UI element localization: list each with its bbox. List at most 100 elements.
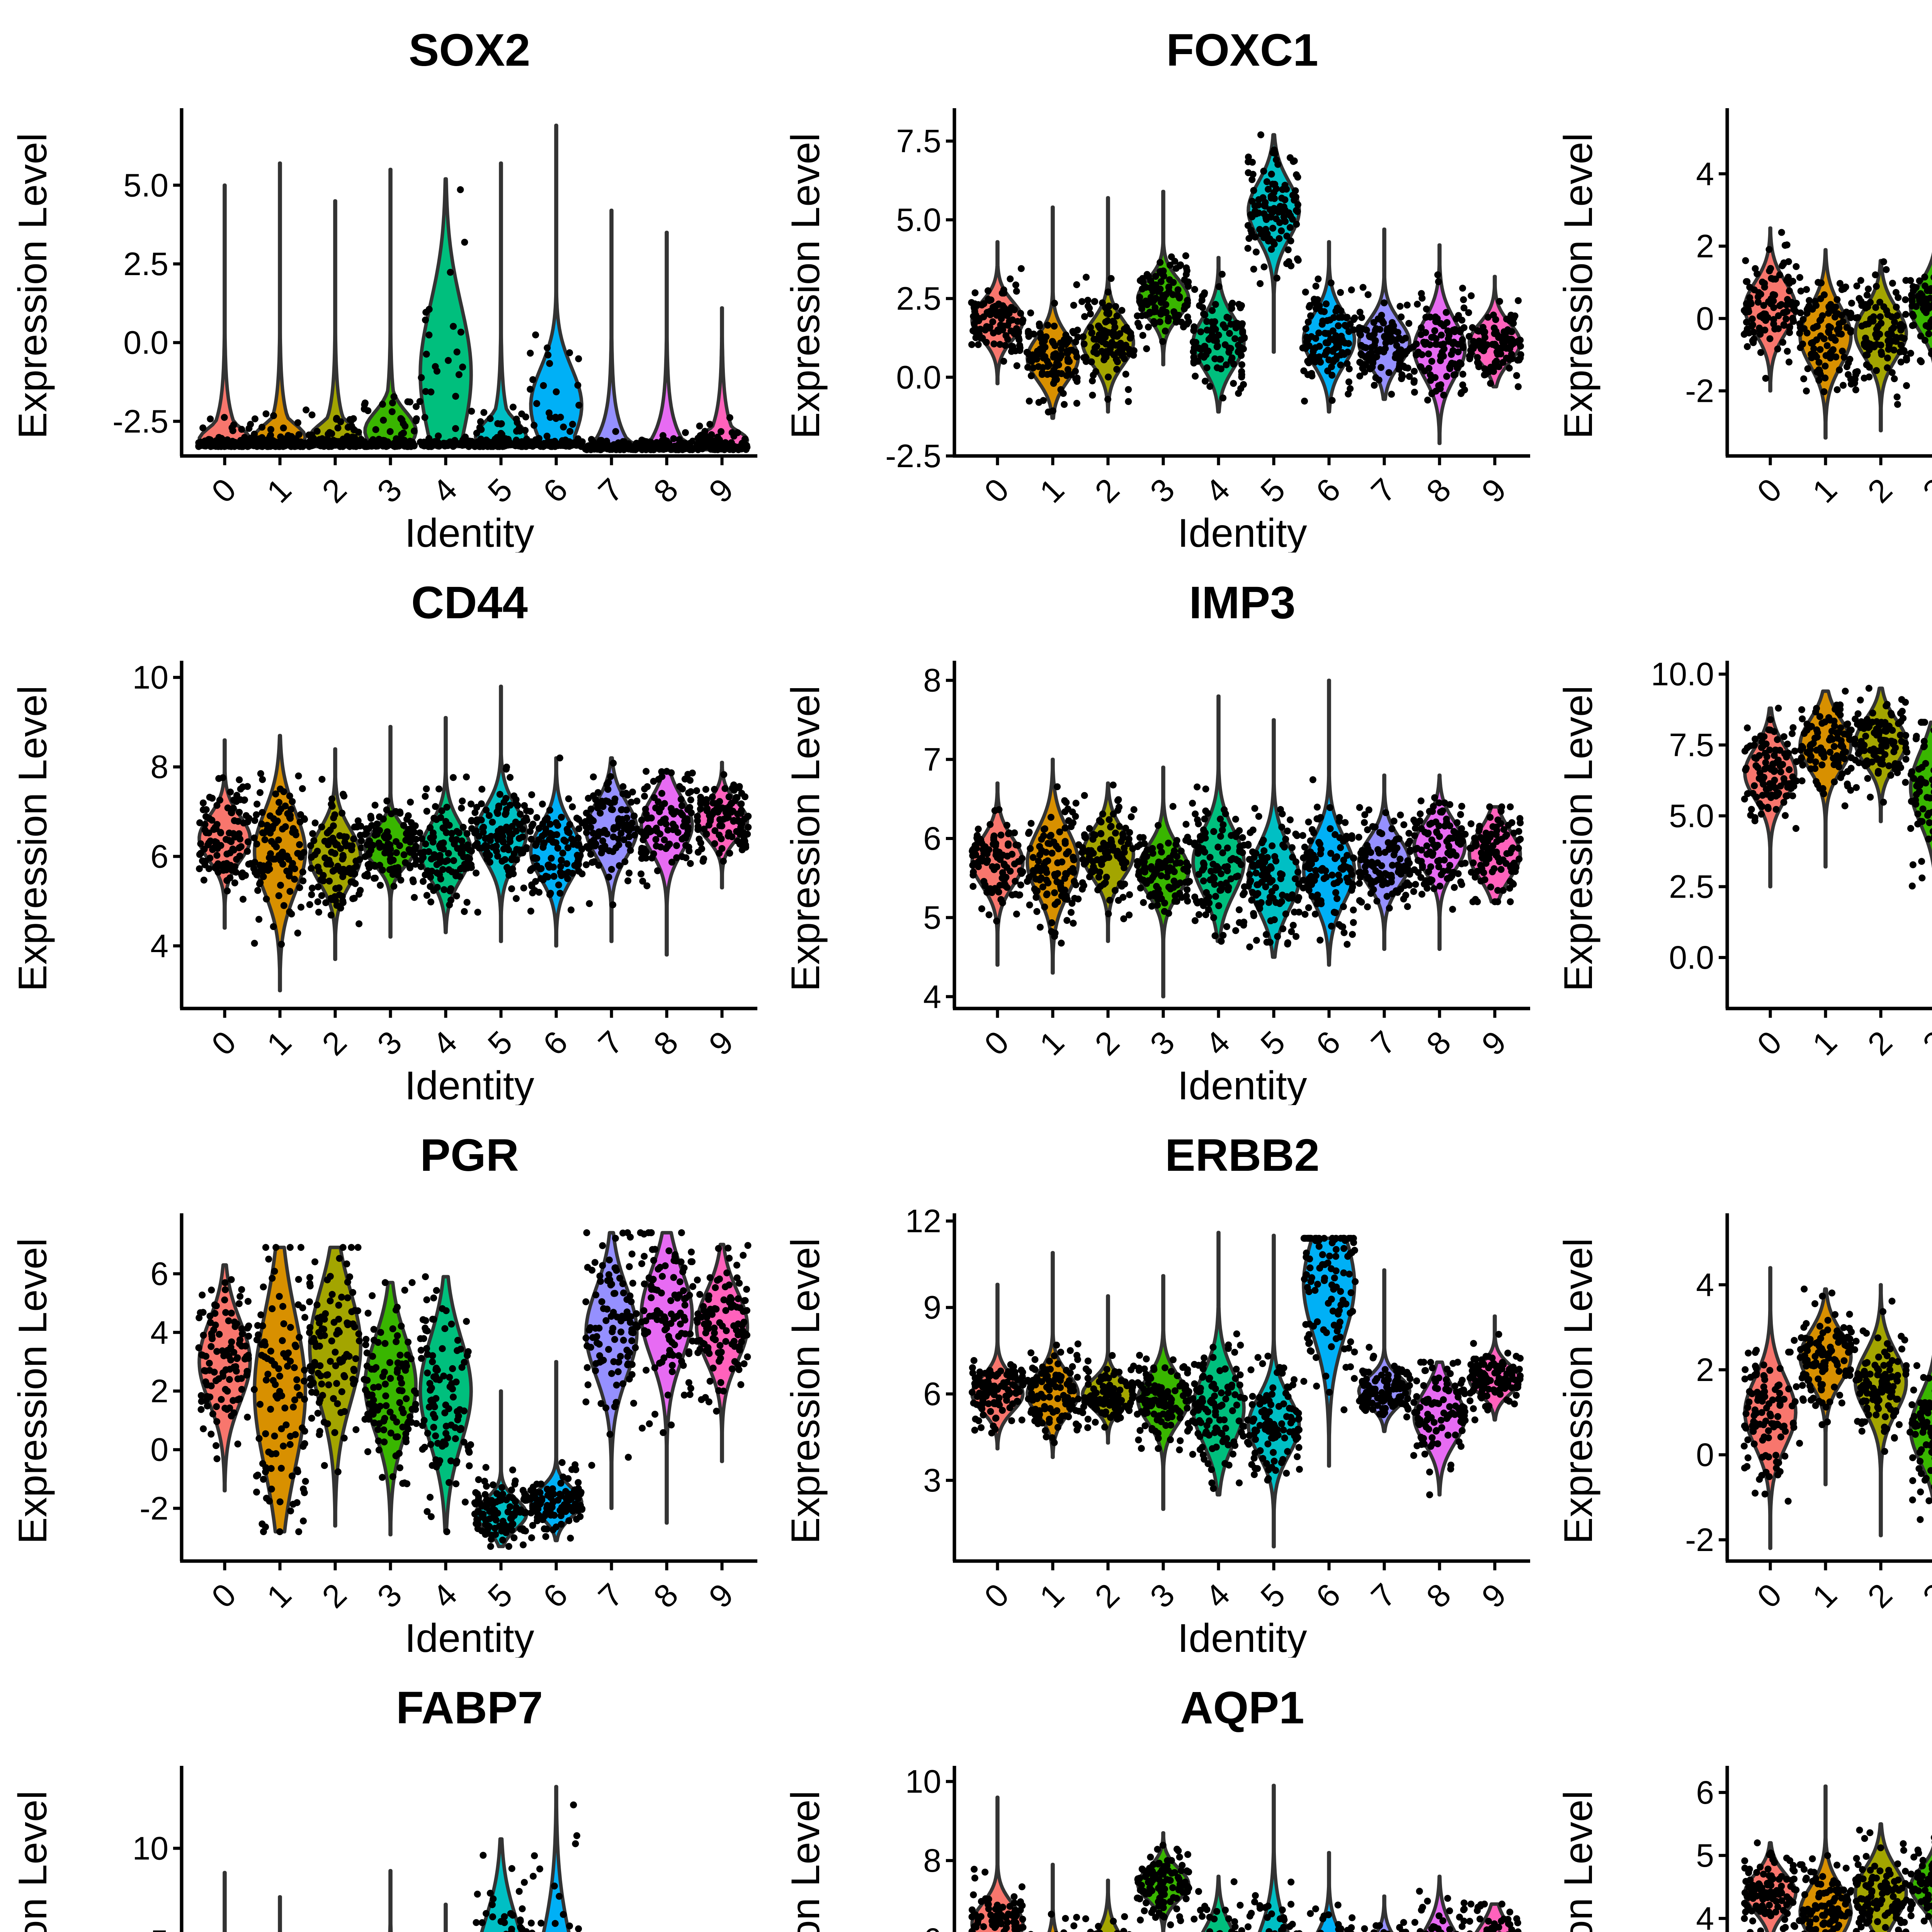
x-tick-label: 2 xyxy=(315,1024,354,1063)
cell-point xyxy=(588,806,595,813)
cell-point xyxy=(1143,345,1150,352)
cell-point xyxy=(1480,324,1486,331)
cell-point xyxy=(1839,318,1846,325)
cell-point xyxy=(975,826,982,833)
cell-point xyxy=(1102,849,1109,856)
cell-point xyxy=(1028,372,1035,379)
cell-point xyxy=(297,818,304,825)
cell-point xyxy=(1898,334,1905,341)
cell-point xyxy=(1167,262,1173,269)
cell-point xyxy=(664,827,671,833)
cell-point xyxy=(376,844,383,851)
cell-point xyxy=(390,883,397,890)
cell-point xyxy=(1760,302,1767,309)
cell-point xyxy=(1490,368,1497,375)
cell-point xyxy=(726,414,733,421)
cell-point xyxy=(418,863,425,870)
cell-point xyxy=(422,309,429,316)
cell-point xyxy=(684,831,690,838)
cell-point xyxy=(446,866,452,873)
cell-point xyxy=(577,852,584,859)
cell-point xyxy=(983,323,990,330)
cell-point xyxy=(514,419,521,426)
cell-point xyxy=(1041,826,1048,833)
cell-point xyxy=(1896,323,1903,330)
cell-point xyxy=(328,896,335,903)
cell-point xyxy=(1183,271,1190,278)
cell-point xyxy=(1227,345,1234,352)
cell-point xyxy=(1180,323,1187,330)
cell-point xyxy=(738,444,745,451)
cell-point xyxy=(1481,334,1488,341)
cell-point xyxy=(1211,318,1218,325)
cell-point xyxy=(1030,854,1037,861)
cell-point xyxy=(1058,352,1065,359)
cell-point xyxy=(1056,828,1063,835)
cell-point xyxy=(544,352,551,359)
cell-point xyxy=(1072,368,1079,375)
cell-point xyxy=(682,854,689,861)
cell-point xyxy=(1073,400,1080,407)
cell-point xyxy=(1469,324,1476,331)
cell-point xyxy=(663,768,670,775)
cell-point xyxy=(1105,289,1112,296)
cell-point xyxy=(347,416,354,423)
cell-point xyxy=(280,788,287,795)
cell-point xyxy=(709,794,716,801)
cell-point xyxy=(1776,302,1783,309)
cell-point xyxy=(1883,307,1890,314)
cell-point xyxy=(1411,368,1418,375)
cell-point xyxy=(389,400,396,406)
cell-point xyxy=(990,330,997,337)
cell-point xyxy=(1803,286,1810,293)
x-axis-label: Identity xyxy=(1177,511,1307,553)
cell-point xyxy=(1230,380,1237,387)
cell-point xyxy=(1096,869,1103,876)
cell-point xyxy=(1333,356,1340,363)
cell-point xyxy=(442,819,449,826)
cell-point xyxy=(659,444,666,451)
cell-point xyxy=(310,435,317,442)
cell-point xyxy=(1225,315,1232,321)
cell-point xyxy=(422,793,429,800)
cell-point xyxy=(456,371,463,378)
cell-point xyxy=(460,824,467,831)
cell-point xyxy=(644,442,651,449)
cell-point xyxy=(428,855,435,862)
cell-point xyxy=(298,854,304,861)
cell-point xyxy=(1766,267,1773,274)
y-tick-label: 2 xyxy=(1696,228,1714,264)
cell-point xyxy=(695,823,702,830)
cell-point xyxy=(1793,300,1800,307)
cell-point xyxy=(703,830,710,837)
cell-point xyxy=(604,781,611,788)
cell-point xyxy=(1446,338,1452,345)
cell-point xyxy=(278,941,285,948)
cell-point xyxy=(594,804,601,811)
cell-point xyxy=(1898,342,1905,349)
cell-point xyxy=(298,904,304,911)
cell-point xyxy=(560,423,567,430)
cell-point xyxy=(1011,861,1018,867)
cell-point xyxy=(364,871,371,878)
cell-point xyxy=(1001,862,1008,869)
cell-point xyxy=(716,850,723,857)
cell-point xyxy=(1126,835,1133,842)
cell-point xyxy=(1089,378,1096,384)
cell-point xyxy=(1853,282,1860,289)
cell-point xyxy=(718,428,724,435)
cell-point xyxy=(1050,354,1057,361)
cell-point xyxy=(1451,371,1458,378)
cell-point xyxy=(458,837,465,844)
cell-point xyxy=(1757,349,1764,356)
cell-point xyxy=(1865,286,1872,293)
cell-point xyxy=(1750,329,1757,336)
cell-point xyxy=(1371,342,1378,349)
cell-point xyxy=(1065,848,1072,855)
cell-point xyxy=(1779,339,1786,346)
cell-point xyxy=(1065,366,1071,373)
x-tick-label: 0 xyxy=(204,471,243,510)
cell-point xyxy=(336,884,343,891)
cell-point xyxy=(558,814,565,821)
cell-point xyxy=(267,850,274,857)
